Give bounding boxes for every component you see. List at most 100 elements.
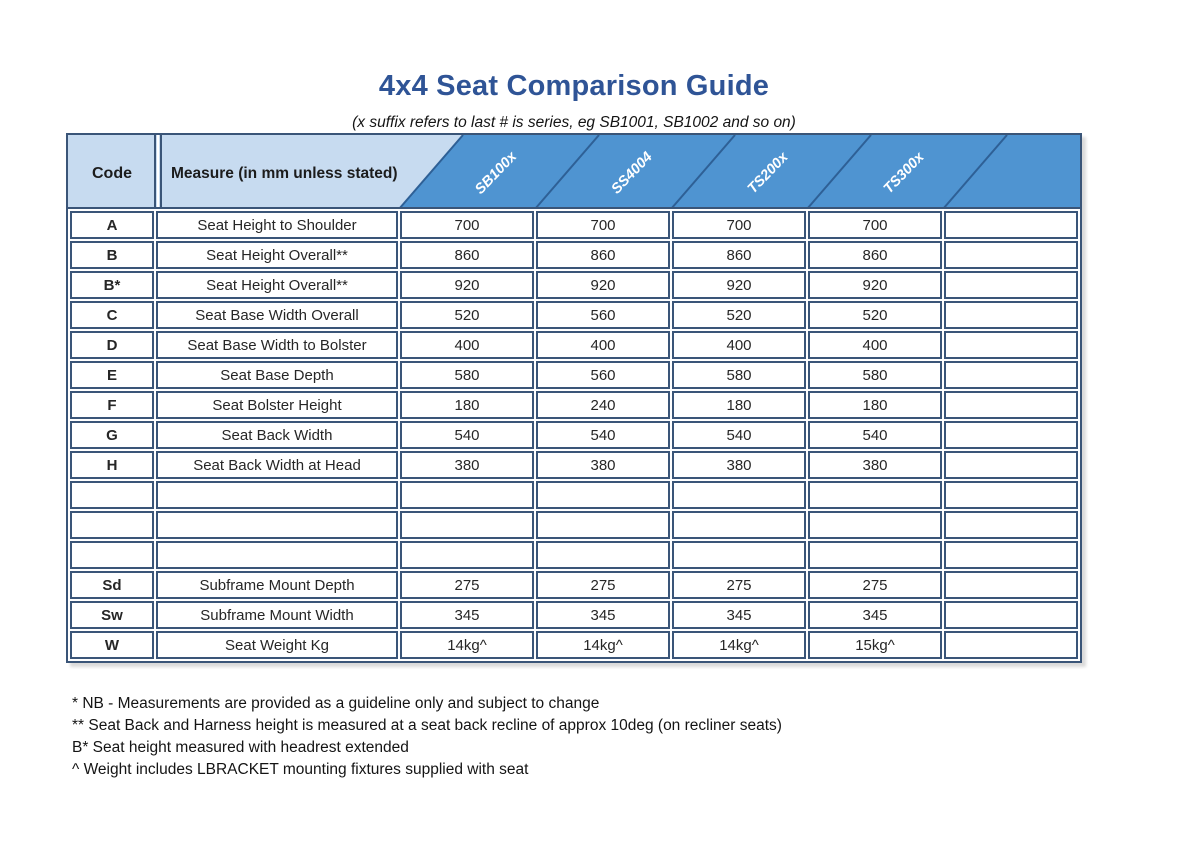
value-cell: 540 — [672, 421, 806, 449]
measure-cell — [156, 481, 398, 509]
value-cell: 860 — [672, 241, 806, 269]
measure-cell: Subframe Mount Width — [156, 601, 398, 629]
footnote-line: ** Seat Back and Harness height is measu… — [72, 717, 782, 734]
code-cell: Sd — [70, 571, 154, 599]
diagonal-divider — [398, 135, 464, 209]
value-cell: 540 — [536, 421, 670, 449]
value-cell: 560 — [536, 361, 670, 389]
footnote-line: B* Seat height measured with headrest ex… — [72, 739, 409, 756]
value-cell — [944, 421, 1078, 449]
value-cell: 380 — [400, 451, 534, 479]
code-cell: H — [70, 451, 154, 479]
value-cell: 400 — [400, 331, 534, 359]
value-cell: 520 — [400, 301, 534, 329]
comparison-table-body: A Seat Height to Shoulder 700 700 700 700 B Sea… — [68, 209, 1080, 661]
measure-cell: Seat Weight Kg — [156, 631, 398, 659]
code-cell: D — [70, 331, 154, 359]
diagonal-divider — [806, 135, 872, 209]
page-subtitle: (x suffix refers to last # is series, eg… — [352, 114, 796, 131]
value-cell: 860 — [808, 241, 942, 269]
code-cell: W — [70, 631, 154, 659]
value-cell — [944, 571, 1078, 599]
value-cell: 860 — [400, 241, 534, 269]
value-cell — [808, 541, 942, 569]
table-row: Sw Subframe Mount Width 345 345 345 345 — [70, 601, 1078, 629]
table-row: F Seat Bolster Height 180 240 180 180 — [70, 391, 1078, 419]
code-cell: E — [70, 361, 154, 389]
value-cell — [400, 541, 534, 569]
value-cell — [944, 301, 1078, 329]
code-cell: G — [70, 421, 154, 449]
footnotes: * NB - Measurements are provided as a gu… — [72, 693, 1199, 781]
value-cell — [944, 601, 1078, 629]
value-cell: 400 — [536, 331, 670, 359]
code-cell — [70, 511, 154, 539]
value-cell: 540 — [808, 421, 942, 449]
value-cell: 920 — [672, 271, 806, 299]
code-cell: F — [70, 391, 154, 419]
value-cell: 180 — [808, 391, 942, 419]
value-cell: 345 — [536, 601, 670, 629]
table-row: E Seat Base Depth 580 560 580 580 — [70, 361, 1078, 389]
value-cell: 400 — [672, 331, 806, 359]
value-cell: 920 — [400, 271, 534, 299]
value-cell: 380 — [536, 451, 670, 479]
value-cell — [944, 481, 1078, 509]
code-cell: C — [70, 301, 154, 329]
value-cell: 520 — [808, 301, 942, 329]
table-row: B Seat Height Overall** 860 860 860 860 — [70, 241, 1078, 269]
value-cell — [944, 361, 1078, 389]
table-row: Sd Subframe Mount Depth 275 275 275 275 — [70, 571, 1078, 599]
value-cell — [400, 511, 534, 539]
measure-cell: Seat Height Overall** — [156, 271, 398, 299]
diagonal-divider — [534, 135, 600, 209]
table-header-band: Code Measure (in mm unless stated) SB100… — [68, 135, 1080, 209]
value-cell — [672, 481, 806, 509]
table-row — [70, 511, 1078, 539]
value-cell: 14kg^ — [672, 631, 806, 659]
column-header-measure: Measure (in mm unless stated) — [171, 165, 398, 182]
comparison-table: Code Measure (in mm unless stated) SB100… — [66, 133, 1082, 663]
value-cell — [944, 451, 1078, 479]
code-cell: A — [70, 211, 154, 239]
code-cell: B — [70, 241, 154, 269]
column-header-code: Code — [92, 165, 132, 182]
value-cell: 275 — [536, 571, 670, 599]
table-row: B* Seat Height Overall** 920 920 920 920 — [70, 271, 1078, 299]
measure-cell: Seat Back Width — [156, 421, 398, 449]
value-cell: 180 — [400, 391, 534, 419]
value-cell — [944, 541, 1078, 569]
table-row: C Seat Base Width Overall 520 560 520 520 — [70, 301, 1078, 329]
value-cell: 275 — [400, 571, 534, 599]
value-cell: 15kg^ — [808, 631, 942, 659]
value-cell — [944, 211, 1078, 239]
table-row: G Seat Back Width 540 540 540 540 — [70, 421, 1078, 449]
value-cell — [536, 541, 670, 569]
value-cell — [536, 511, 670, 539]
value-cell: 275 — [808, 571, 942, 599]
value-cell — [944, 241, 1078, 269]
value-cell: 560 — [536, 301, 670, 329]
value-cell: 380 — [808, 451, 942, 479]
measure-cell: Seat Base Width to Bolster — [156, 331, 398, 359]
value-cell: 345 — [808, 601, 942, 629]
measure-cell: Seat Height to Shoulder — [156, 211, 398, 239]
value-cell: 920 — [536, 271, 670, 299]
value-cell: 380 — [672, 451, 806, 479]
value-cell — [944, 391, 1078, 419]
value-cell: 700 — [400, 211, 534, 239]
value-cell — [400, 481, 534, 509]
measure-cell — [156, 511, 398, 539]
value-cell: 700 — [808, 211, 942, 239]
value-cell — [944, 331, 1078, 359]
measure-cell: Seat Back Width at Head — [156, 451, 398, 479]
value-cell — [808, 481, 942, 509]
table-row — [70, 481, 1078, 509]
table-row — [70, 541, 1078, 569]
value-cell — [944, 511, 1078, 539]
measure-cell: Seat Base Width Overall — [156, 301, 398, 329]
value-cell: 700 — [672, 211, 806, 239]
value-cell: 400 — [808, 331, 942, 359]
measure-cell: Subframe Mount Depth — [156, 571, 398, 599]
value-cell — [808, 511, 942, 539]
